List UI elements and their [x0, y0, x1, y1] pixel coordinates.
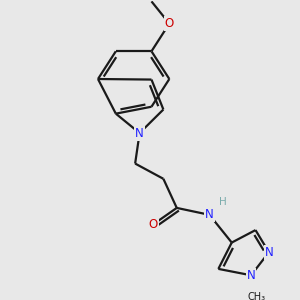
Text: N: N	[247, 269, 255, 282]
Text: N: N	[205, 208, 214, 221]
Text: N: N	[265, 246, 273, 259]
Text: CH₃: CH₃	[247, 292, 266, 300]
Text: N: N	[135, 127, 144, 140]
Text: O: O	[165, 17, 174, 30]
Text: O: O	[148, 218, 158, 231]
Text: H: H	[219, 197, 227, 207]
